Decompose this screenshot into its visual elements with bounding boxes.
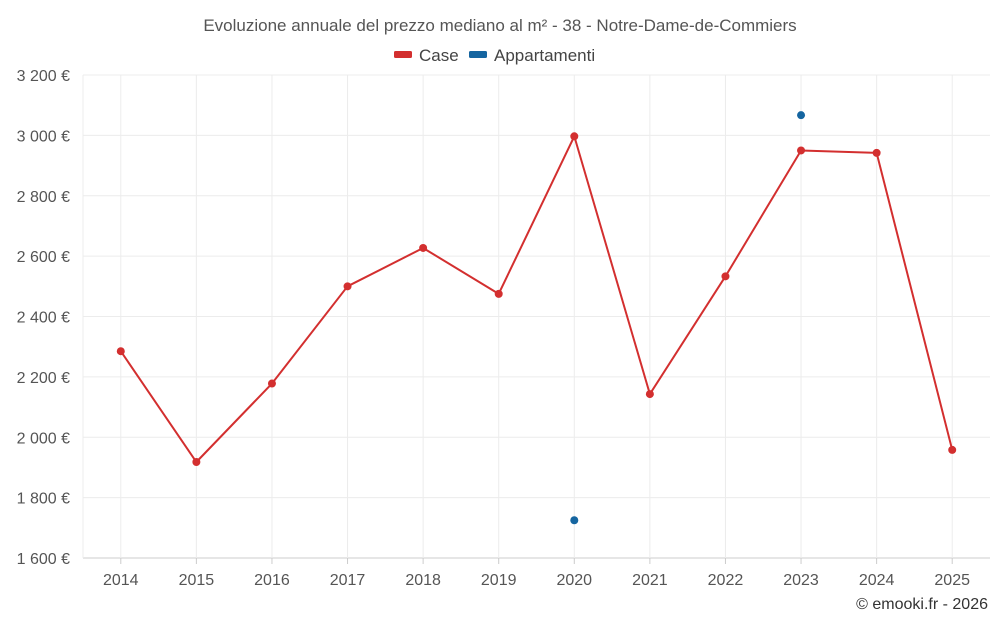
y-axis: 1 600 € 1 800 € 2 000 € 2 200 € 2 400 € 2 600… [17,68,70,568]
data-point-case[interactable] [494,289,503,298]
data-point-case[interactable] [645,390,654,399]
data-point-appartamenti[interactable] [797,111,806,120]
data-point-case[interactable] [192,458,201,467]
legend-item-appartamenti[interactable]: Appartamenti [469,46,595,65]
data-point-case[interactable] [948,445,957,454]
x-tick-label: 2022 [708,572,744,589]
legend-label-appartamenti: Appartamenti [494,46,595,65]
grid [82,74,990,559]
legend-label-case: Case [419,46,459,65]
data-point-case[interactable] [721,272,730,281]
y-tick-label: 2 800 € [17,189,70,206]
y-tick-label: 2 600 € [17,249,70,266]
y-tick-label: 2 400 € [17,310,70,327]
x-tick-label: 2023 [783,572,819,589]
y-tick-label: 1 800 € [17,491,70,508]
data-point-case[interactable] [872,148,881,157]
legend: Case Appartamenti [394,46,595,65]
data-point-case[interactable] [343,282,352,291]
x-axis: 2014 2015 2016 2017 2018 2019 2020 2021 2022 2023… [103,558,970,589]
credit-text: © emooki.fr - 2026 [856,596,988,613]
x-tick-label: 2024 [859,572,895,589]
y-tick-label: 2 200 € [17,370,70,387]
legend-swatch-appartamenti [469,51,487,58]
x-tick-label: 2018 [405,572,441,589]
series-layer [116,111,957,525]
x-tick-label: 2025 [934,572,970,589]
y-tick-label: 1 600 € [17,551,70,568]
data-point-case[interactable] [116,347,125,356]
x-tick-label: 2015 [179,572,215,589]
data-point-case[interactable] [797,146,806,155]
data-point-appartamenti[interactable] [570,516,579,525]
chart-title: Evoluzione annuale del prezzo mediano al… [203,16,796,35]
data-point-case[interactable] [570,132,579,141]
x-tick-label: 2021 [632,572,668,589]
data-point-case[interactable] [267,379,276,388]
y-tick-label: 3 000 € [17,128,70,145]
legend-item-case[interactable]: Case [394,46,459,65]
legend-swatch-case [394,51,412,58]
series-line-case [119,135,954,464]
y-tick-label: 3 200 € [17,68,70,85]
x-tick-label: 2020 [556,572,592,589]
y-tick-label: 2 000 € [17,430,70,447]
x-tick-label: 2019 [481,572,517,589]
x-tick-label: 2016 [254,572,290,589]
x-tick-label: 2017 [330,572,366,589]
data-point-case[interactable] [419,243,428,252]
x-tick-label: 2014 [103,572,139,589]
